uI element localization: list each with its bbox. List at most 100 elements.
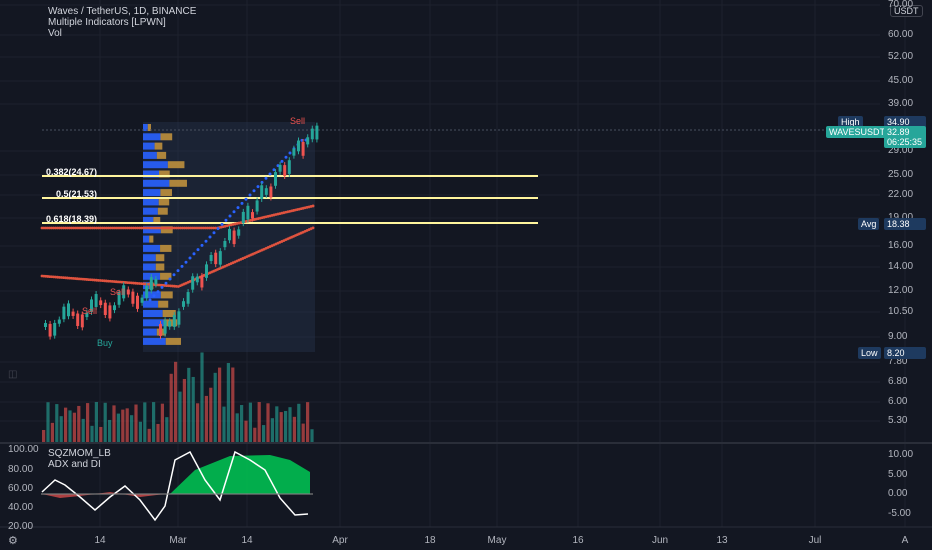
volume-bar [253,427,257,442]
zero-dot [85,493,87,495]
volume-bar [257,402,261,442]
ma-dot [151,226,155,230]
zero-dot [41,493,43,495]
volume-bar [125,408,129,442]
zero-dot [245,493,247,495]
price-tick: 10.50 [888,306,914,317]
currency-button[interactable]: USDT [890,5,923,17]
candle [117,292,121,305]
candle [228,228,231,241]
volume-bar [292,416,296,442]
ma-dot [65,226,69,230]
ma-dot [103,226,106,230]
zero-dot [159,493,161,495]
volume-profile-bar [160,226,173,234]
volume-bar [147,428,151,442]
volume-bar [191,376,195,442]
zero-dot [123,493,125,495]
zero-dot [167,493,169,495]
price-tick: 6.80 [888,376,908,387]
candle [113,305,116,311]
volume-bar [222,406,226,442]
ma-dot [194,226,198,230]
volume-profile-bar [143,235,150,243]
zero-dot [249,493,251,495]
zero-dot [311,493,313,495]
ma-dot [184,226,188,230]
ma-dot [177,226,180,230]
time-tick: 14 [94,535,106,546]
candle [48,323,52,337]
fib-label-0382: 0.382(24.67) [46,167,98,177]
candle [131,291,135,304]
zero-dot [267,493,269,495]
avg-label: Avg [858,218,880,230]
ma-dot [204,226,208,230]
indicator-title[interactable]: Multiple Indicators [LPWN] [48,17,166,28]
oscillator-subtitle[interactable]: ADX and DI [48,459,101,470]
countdown: 06:25:35 [887,137,923,147]
ma-dot [132,226,136,230]
ma-dot [149,226,153,230]
candle [163,320,167,334]
zero-dot [191,493,193,495]
time-tick: Apr [332,535,348,546]
zero-dot [59,493,61,495]
zero-dot [291,493,293,495]
volume-profile-bar [160,291,173,299]
settings-icon[interactable]: ⚙ [8,535,18,547]
ma-dot [128,226,132,230]
trend-dot [248,193,252,197]
price-tick: 16.00 [888,240,914,251]
volume-bar [310,429,314,442]
zero-dot [199,493,201,495]
time-tick: May [487,535,507,546]
price-tick: 22.00 [888,189,914,200]
oscillator-title[interactable]: SQZMOM_LB [48,448,111,459]
zero-dot [231,493,233,495]
volume-profile-bar [167,161,185,169]
volume-bar [59,416,63,442]
trend-dot [240,201,244,205]
buy-signal: Buy [97,338,113,348]
osc-left-tick: 20.00 [8,521,34,532]
ma-dot [69,226,73,230]
ma-dot [112,226,116,230]
symbol-tag: WAVESUSDT [826,126,889,138]
zero-dot [187,493,189,495]
candle [136,295,139,309]
candle [154,279,158,285]
ma-dot [71,226,75,230]
volume-bar [213,372,217,442]
zero-dot [287,493,289,495]
candle [122,285,126,299]
ma-dot [198,226,202,230]
zero-dot [155,493,157,495]
ma-dot [114,226,118,230]
trend-dot [168,277,172,281]
volume-profile-bar [160,189,173,197]
trend-dot [184,260,188,264]
zero-dot [103,493,105,495]
volume-title[interactable]: Vol [48,28,62,39]
time-tick: Jul [808,535,822,546]
candle [172,315,176,327]
zero-dot [143,493,145,495]
volume-profile-bar [143,142,155,150]
zero-dot [91,493,93,495]
ma-dot [206,226,210,230]
zero-dot [203,493,205,495]
zero-dot [49,493,51,495]
volume-bar [116,413,120,442]
volume-bar [218,367,222,442]
zero-dot [87,493,89,495]
zero-dot [71,493,73,495]
zero-dot [263,493,265,495]
trend-dot [280,159,284,163]
candle [255,200,259,212]
ma-dot [140,226,143,230]
symbol-title[interactable]: Waves / TetherUS, 1D, BINANCE [48,6,197,17]
trend-dot [284,155,288,159]
ma-dot [101,226,104,230]
